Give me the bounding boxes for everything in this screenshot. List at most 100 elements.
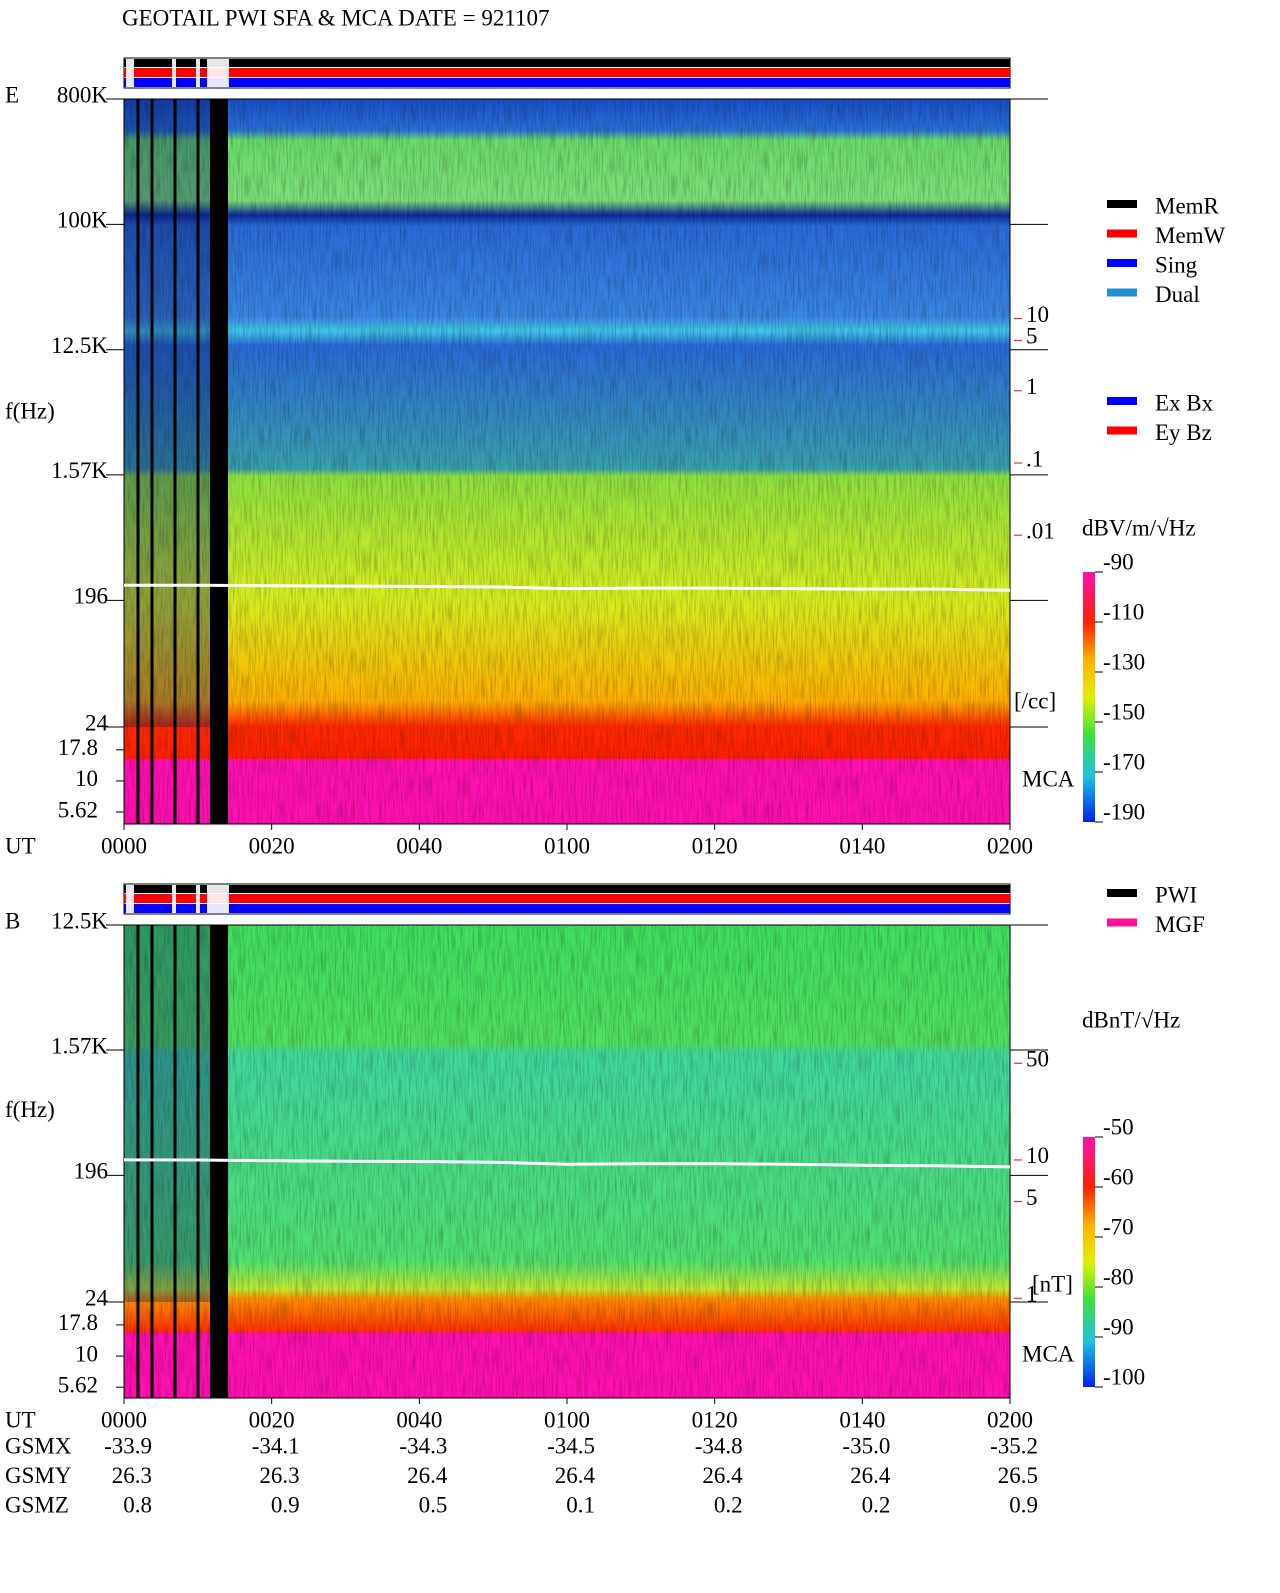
legend-label: Ey Bz bbox=[1155, 420, 1212, 445]
orbit-value: -35.2 bbox=[990, 1433, 1038, 1458]
y-axis-label: f(Hz) bbox=[5, 1097, 55, 1122]
status-gap bbox=[126, 59, 134, 87]
x-tick-label: 0100 bbox=[544, 1407, 590, 1432]
y-tick-label: 24 bbox=[85, 1285, 109, 1310]
legend-label: Sing bbox=[1155, 252, 1198, 277]
orbit-value: 0.9 bbox=[1009, 1492, 1038, 1517]
y-tick-label: 1.57K bbox=[51, 1033, 108, 1058]
right-tick-label: 10 bbox=[1026, 1143, 1049, 1168]
colorbar-tick-label: -90 bbox=[1103, 549, 1134, 574]
orbit-value: 26.4 bbox=[702, 1463, 743, 1488]
panel-label: E bbox=[5, 82, 19, 107]
colorbar-tick-label: -190 bbox=[1103, 799, 1145, 824]
x-tick-label: 0100 bbox=[544, 833, 590, 858]
status-gap bbox=[172, 885, 176, 913]
colorbar-label: dBV/m/√Hz bbox=[1082, 515, 1196, 540]
status-memw bbox=[124, 68, 1010, 77]
orbit-value: 26.4 bbox=[850, 1463, 891, 1488]
y-tick-label: 196 bbox=[74, 1159, 109, 1184]
mca-tick-label: 10 bbox=[75, 766, 98, 791]
colorbar-tick-label: -150 bbox=[1103, 699, 1145, 724]
y-axis-label: f(Hz) bbox=[5, 398, 55, 423]
x-axis-label: UT bbox=[5, 1407, 36, 1432]
status-sing bbox=[124, 904, 1010, 913]
orbit-value: 0.5 bbox=[419, 1492, 448, 1517]
trace-line bbox=[123, 1158, 1011, 1169]
x-tick-label: 0000 bbox=[101, 833, 147, 858]
orbit-label: GSMY bbox=[5, 1463, 72, 1488]
x-tick-label: 0200 bbox=[987, 833, 1033, 858]
y-tick-label: 1.57K bbox=[51, 458, 108, 483]
legend-label: MemW bbox=[1155, 223, 1226, 248]
right-tick-label: .01 bbox=[1026, 518, 1055, 543]
legend-label: PWI bbox=[1155, 882, 1197, 907]
x-tick-label: 0040 bbox=[396, 1407, 442, 1432]
orbit-value: 26.3 bbox=[259, 1463, 299, 1488]
spectrogram-texture bbox=[124, 99, 1010, 824]
mca-tick-label: 17.8 bbox=[58, 735, 98, 760]
data-gap bbox=[173, 99, 177, 824]
legend-swatch bbox=[1107, 397, 1137, 405]
orbit-value: -34.3 bbox=[399, 1433, 447, 1458]
status-gap bbox=[196, 59, 200, 87]
colorbar-tick-label: -130 bbox=[1103, 649, 1145, 674]
right-tick-label: 50 bbox=[1026, 1047, 1049, 1072]
status-gap bbox=[196, 885, 200, 913]
data-gap bbox=[136, 925, 140, 1398]
orbit-value: 0.8 bbox=[123, 1492, 152, 1517]
right-tick-label: 5 bbox=[1026, 324, 1038, 349]
data-gap bbox=[150, 925, 154, 1398]
y-tick-label: 100K bbox=[57, 208, 109, 233]
orbit-value: 0.2 bbox=[862, 1492, 891, 1517]
x-tick-label: 0040 bbox=[396, 833, 442, 858]
orbit-value: 26.5 bbox=[998, 1463, 1038, 1488]
legend-swatch bbox=[1107, 259, 1137, 267]
data-gap bbox=[150, 99, 154, 824]
legend-label: MemR bbox=[1155, 193, 1220, 218]
legend-swatch bbox=[1107, 918, 1137, 927]
panel-label: B bbox=[5, 908, 20, 933]
status-memr bbox=[124, 885, 1010, 893]
orbit-value: 0.9 bbox=[271, 1492, 300, 1517]
right-tick-label: 1 bbox=[1026, 374, 1038, 399]
colorbar-tick-label: -80 bbox=[1103, 1264, 1134, 1289]
orbit-value: -34.5 bbox=[547, 1433, 595, 1458]
y-tick-label: 12.5K bbox=[51, 333, 108, 358]
data-gap bbox=[210, 99, 228, 824]
right-tick-label: 10 bbox=[1026, 302, 1049, 327]
data-gap bbox=[196, 99, 200, 824]
x-tick-label: 0200 bbox=[987, 1407, 1033, 1432]
x-tick-label: 0000 bbox=[101, 1407, 147, 1432]
mca-tick-label: 5.62 bbox=[58, 797, 98, 822]
x-tick-label: 0120 bbox=[692, 833, 738, 858]
colorbar-tick-label: -170 bbox=[1103, 749, 1145, 774]
legend-swatch bbox=[1107, 200, 1137, 208]
colorbar-tick-label: -70 bbox=[1103, 1214, 1134, 1239]
title: GEOTAIL PWI SFA & MCA DATE = 921107 bbox=[122, 5, 549, 30]
data-gap bbox=[173, 925, 177, 1398]
orbit-value: 26.4 bbox=[555, 1463, 596, 1488]
colorbar-tick-label: -60 bbox=[1103, 1164, 1134, 1189]
orbit-label: GSMZ bbox=[5, 1492, 69, 1517]
right-axis-label: [nT] bbox=[1032, 1272, 1073, 1297]
status-memw bbox=[124, 894, 1010, 903]
colorbar bbox=[1083, 572, 1095, 822]
right-tick-label: .1 bbox=[1026, 446, 1043, 471]
orbit-value: -34.8 bbox=[695, 1433, 743, 1458]
x-tick-label: 0020 bbox=[249, 833, 295, 858]
legend-label: Ex Bx bbox=[1155, 390, 1214, 415]
orbit-label: GSMX bbox=[5, 1433, 72, 1458]
orbit-value: -35.0 bbox=[842, 1433, 890, 1458]
right-tick-label: 1 bbox=[1026, 1282, 1038, 1307]
orbit-value: 0.2 bbox=[714, 1492, 743, 1517]
x-axis-label: UT bbox=[5, 833, 36, 858]
data-gap bbox=[136, 99, 140, 824]
status-gap bbox=[207, 885, 229, 913]
trace-line bbox=[124, 583, 1011, 592]
orbit-value: 0.1 bbox=[566, 1492, 595, 1517]
legend-swatch bbox=[1107, 229, 1137, 238]
orbit-value: 26.3 bbox=[112, 1463, 152, 1488]
colorbar-tick-label: -50 bbox=[1103, 1114, 1134, 1139]
orbit-value: 26.4 bbox=[407, 1463, 448, 1488]
